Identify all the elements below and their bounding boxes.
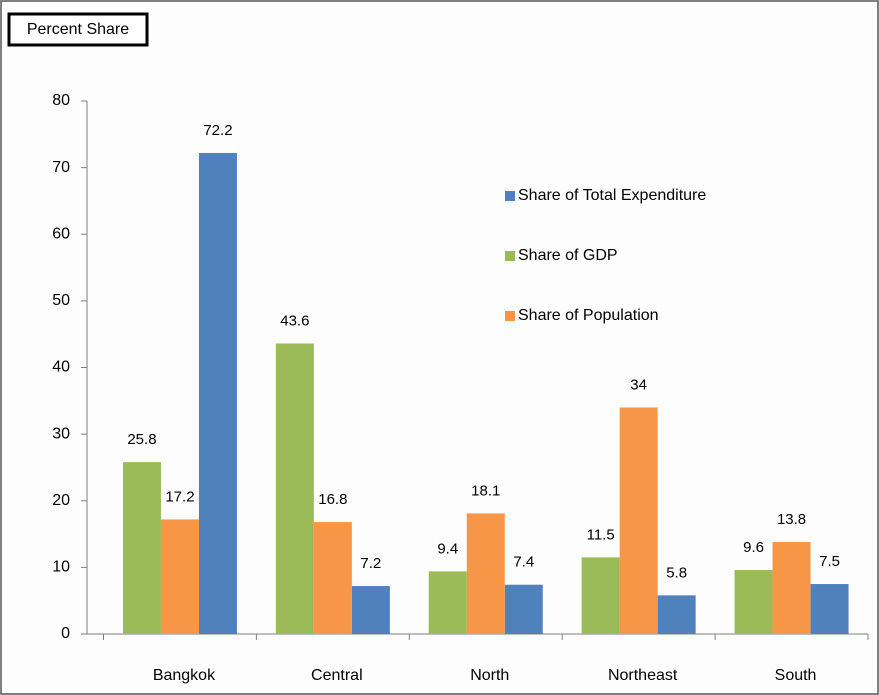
y-tick-label: 10	[52, 559, 70, 576]
bar	[734, 570, 773, 634]
y-axis-label: Percent Share	[27, 21, 129, 38]
y-label-box	[7, 12, 149, 47]
legend-label: Share of GDP	[518, 247, 618, 264]
legend-label: Share of Total Expenditure	[518, 187, 706, 204]
legend-swatch	[505, 251, 515, 261]
bar	[313, 522, 352, 634]
x-tick-label: South	[775, 667, 817, 684]
y-tick-label: 30	[52, 425, 70, 442]
y-tick-label: 80	[52, 92, 70, 109]
value-label: 9.6	[743, 539, 764, 556]
value-label: 17.2	[165, 488, 194, 505]
y-tick-label: 70	[52, 159, 70, 176]
bar	[160, 519, 199, 634]
bar	[810, 584, 849, 634]
y-tick-label: 50	[52, 292, 70, 309]
value-label: 13.8	[777, 511, 806, 528]
value-label: 18.1	[471, 482, 500, 499]
bar	[275, 343, 314, 634]
value-label: 7.4	[513, 554, 534, 571]
y-tick-label: 40	[52, 359, 70, 376]
bar	[122, 462, 161, 634]
y-tick-label: 20	[52, 492, 70, 509]
bar	[772, 542, 811, 634]
bar	[351, 586, 390, 634]
legend-label: Share of Population	[518, 307, 659, 324]
bar	[198, 152, 237, 634]
x-tick-label: North	[470, 667, 509, 684]
x-tick-label: Bangkok	[153, 667, 216, 684]
legend-swatch	[505, 191, 515, 201]
bar	[466, 513, 505, 634]
y-tick-label: 60	[52, 225, 70, 242]
bar	[657, 595, 696, 634]
bar	[619, 407, 658, 634]
y-tick-label: 0	[61, 625, 70, 642]
bar	[428, 571, 467, 634]
value-label: 25.8	[127, 431, 156, 448]
x-tick-label: Central	[311, 667, 363, 684]
x-tick-label: Northeast	[608, 667, 678, 684]
value-label: 11.5	[587, 526, 615, 543]
bar	[581, 557, 620, 634]
value-label: 7.5	[819, 553, 840, 570]
value-label: 72.2	[203, 122, 232, 139]
bar	[504, 584, 543, 634]
legend-swatch	[505, 311, 515, 321]
value-label: 7.2	[360, 555, 381, 572]
value-label: 34	[630, 376, 647, 393]
value-label: 43.6	[280, 312, 309, 329]
value-label: 16.8	[318, 491, 347, 508]
value-label: 9.4	[437, 540, 458, 557]
value-label: 5.8	[666, 564, 687, 581]
